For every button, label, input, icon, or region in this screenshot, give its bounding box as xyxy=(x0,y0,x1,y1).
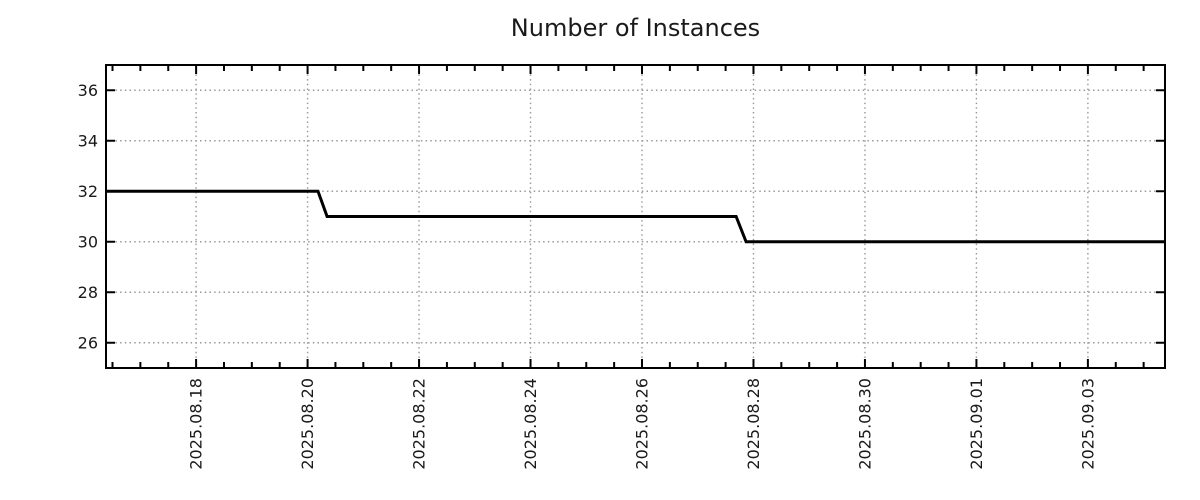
series-line-instances xyxy=(106,189,1165,244)
y-tick-label: 30 xyxy=(78,232,98,251)
x-tick-label: 2025.08.24 xyxy=(521,378,540,470)
y-tick-label: 32 xyxy=(78,182,98,201)
x-tick-label: 2025.08.28 xyxy=(744,378,763,470)
y-tick-label: 28 xyxy=(78,283,98,302)
x-tick-label: 2025.08.30 xyxy=(855,378,874,470)
y-tick-label: 36 xyxy=(78,81,98,100)
y-tick-label: 26 xyxy=(78,333,98,352)
x-tick-label: 2025.08.26 xyxy=(633,378,652,470)
y-tick-label: 34 xyxy=(78,131,98,150)
x-tick-label: 2025.08.20 xyxy=(298,378,317,470)
x-tick-label: 2025.08.18 xyxy=(187,378,206,470)
plot-frame xyxy=(105,64,1166,369)
x-tick-label: 2025.09.01 xyxy=(967,378,986,470)
x-tick-label: 2025.08.22 xyxy=(410,378,429,470)
axis-tick-labels: 26 28 30 32 34 36 2025.08.18 2025.08.20 2025.08.… xyxy=(78,81,1098,470)
x-tick-label: 2025.09.03 xyxy=(1078,378,1097,470)
chart-title: Number of Instances xyxy=(510,14,761,42)
